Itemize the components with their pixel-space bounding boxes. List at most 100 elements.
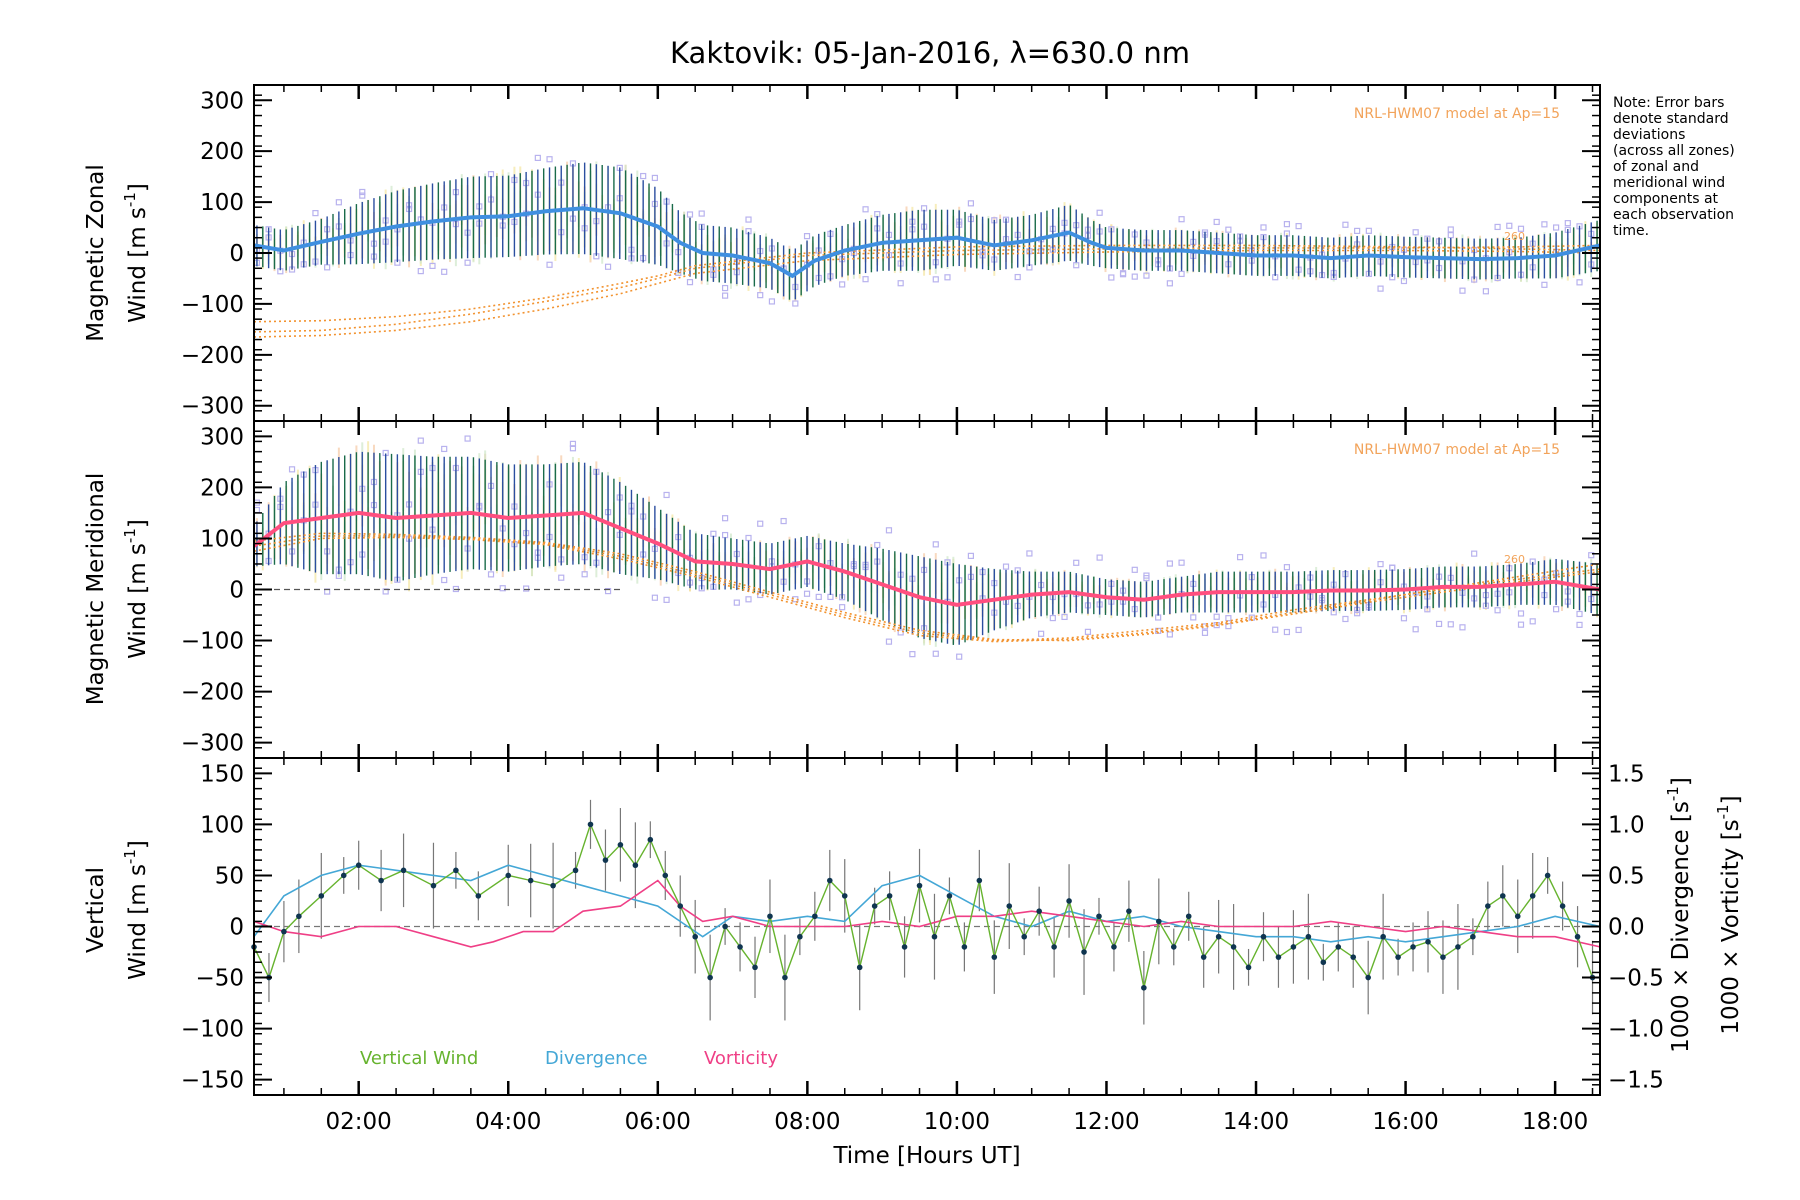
note-line: denote standard: [1613, 111, 1729, 127]
zone-sample: [1447, 226, 1454, 233]
zone-sample: [417, 437, 424, 444]
vertical-wind-point: [931, 933, 938, 940]
zone-sample: [745, 534, 752, 542]
y-tick-label: −150: [181, 1068, 244, 1094]
vertical-wind-point: [400, 867, 407, 874]
y-tick-label: −50: [195, 966, 244, 992]
x-tick-label: 12:00: [1073, 1109, 1139, 1135]
y-tick-label: −100: [181, 292, 244, 318]
vertical-wind-point: [587, 821, 594, 828]
zone-sample: [1166, 280, 1173, 287]
vertical-wind-point: [976, 877, 983, 884]
zone-sample: [757, 520, 764, 527]
zone-sample: [1201, 629, 1209, 636]
y2-tick-label: 0.5: [1608, 863, 1645, 889]
zone-sample: [581, 571, 588, 578]
note-line: meridional wind: [1613, 175, 1725, 191]
zonal-ghost-spread: [255, 161, 1599, 302]
zone-sample: [1447, 621, 1454, 628]
legend-vorticity: Vorticity: [704, 1048, 778, 1069]
zone-sample: [523, 585, 530, 592]
zone-sample: [721, 515, 729, 522]
divergence-axis-label: 1000 × Divergence [s-1]: [1664, 777, 1694, 1053]
zone-sample: [745, 596, 752, 603]
zone-sample: [1014, 273, 1021, 281]
note-line: each observation: [1613, 207, 1734, 223]
zone-sample: [1576, 621, 1583, 628]
vertical-wind-point: [1425, 939, 1431, 945]
vertical-wind-point: [378, 877, 384, 884]
vertical-y-units: Wind [m s-1]: [121, 840, 151, 980]
y-tick-label: −200: [181, 343, 244, 369]
vertical-wind-point: [1021, 933, 1028, 940]
y-tick-label: 50: [215, 863, 244, 889]
vertical-wind-point: [961, 944, 968, 950]
zone-sample: [312, 210, 319, 217]
vertical-wind-point: [812, 913, 818, 920]
zonal-y-units-text: Wind [m s-1]: [121, 183, 151, 323]
meridional-model-note: NRL-HWM07 model at Ap=15: [1354, 442, 1560, 458]
zone-sample: [1576, 279, 1583, 286]
vertical-wind-point: [1440, 954, 1446, 960]
zone-sample: [288, 466, 296, 473]
model-curve: [253, 244, 1601, 323]
zone-sample: [546, 261, 553, 268]
vertical-error-bars: [253, 799, 1594, 1025]
vertical-wind-point: [1559, 903, 1566, 909]
vorticity-axis-label-text: 1000 × Vorticity [s-1]: [1714, 795, 1744, 1034]
zone-sample: [1482, 288, 1489, 295]
zone-sample: [1541, 281, 1548, 288]
note-line: deviations: [1613, 127, 1685, 143]
zone-sample: [1494, 223, 1501, 231]
y-tick-label: 150: [200, 761, 244, 787]
vertical-wind-points: [251, 821, 1596, 991]
zone-sample: [604, 263, 612, 270]
vertical-wind-point: [752, 964, 758, 971]
zone-sample: [1073, 559, 1080, 566]
zone-sample: [956, 653, 963, 660]
vertical-wind-line: [253, 822, 1594, 988]
meridional-y-axis: −300 −200 −100 0 100 200 300: [181, 420, 1600, 759]
zone-sample: [885, 638, 893, 645]
zone-sample: [1225, 615, 1232, 622]
zone-sample: [1143, 272, 1150, 279]
meridional-y-units-text: Wind [m s-1]: [121, 519, 151, 659]
zone-sample: [359, 192, 366, 199]
zone-sample: [663, 491, 670, 499]
time-axis: 02:00 04:00 06:00 08:00 10:00 12:00 14:00 16:00…: [283, 85, 1594, 1135]
vertical-y-label: Vertical: [83, 867, 109, 953]
zone-sample: [1295, 223, 1302, 230]
x-tick-label: 04:00: [475, 1109, 541, 1135]
zone-sample: [1459, 624, 1466, 631]
zone-sample: [757, 292, 764, 299]
vertical-wind-point: [707, 974, 713, 981]
meridional-panel: −300 −200 −100 0 100 200 300 NRL-HWM07 model a…: [83, 420, 1601, 759]
note-line: (across all zones): [1613, 143, 1735, 159]
zone-sample: [1342, 615, 1349, 623]
legend-vertical-wind: Vertical Wind: [360, 1048, 478, 1069]
time-axis-label: Time [Hours UT]: [832, 1143, 1020, 1169]
zone-sample: [686, 211, 694, 218]
vertical-wind-point: [617, 842, 624, 848]
legend-divergence: Divergence: [545, 1048, 648, 1069]
vertical-wind-point: [1245, 964, 1252, 971]
vorticity-axis-label: 1000 × Vorticity [s-1]: [1714, 795, 1744, 1034]
zone-sample: [1178, 270, 1185, 278]
zonal-mean-line: [253, 206, 1601, 279]
meridional-error-bars: [256, 451, 1598, 645]
vertical-wind-point: [647, 836, 654, 843]
vertical-wind-point: [856, 964, 863, 971]
x-tick-label: 16:00: [1372, 1109, 1438, 1135]
zone-sample: [1459, 287, 1466, 294]
meridional-mean-line: [252, 510, 1601, 607]
vertical-wind-point: [281, 928, 287, 935]
vertical-wind-point: [1544, 872, 1551, 879]
zone-sample: [1178, 559, 1185, 566]
vertical-wind-point: [901, 944, 908, 950]
divergence-axis-label-text: 1000 × Divergence [s-1]: [1664, 777, 1694, 1053]
zone-sample: [1166, 631, 1173, 638]
y-tick-label: 0: [229, 241, 244, 267]
